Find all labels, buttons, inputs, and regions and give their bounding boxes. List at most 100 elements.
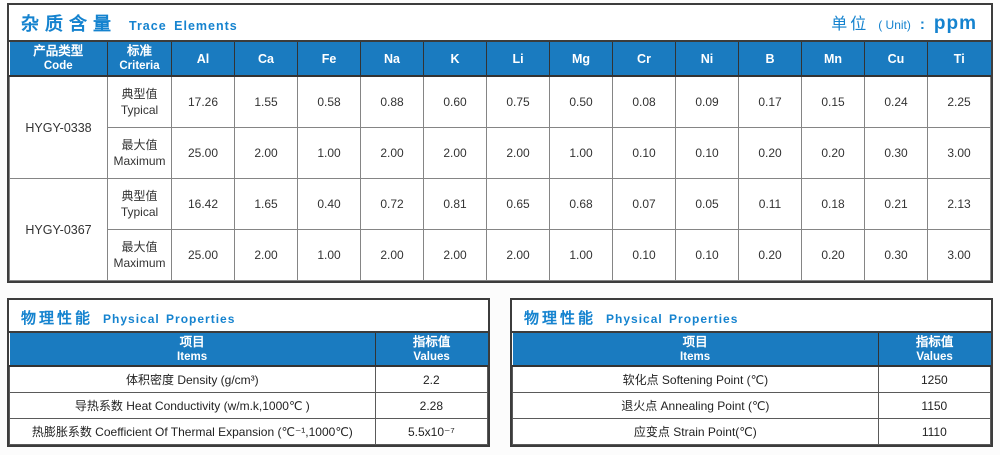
item-cell: 体积密度 Density (g/cm³) [9,365,376,393]
table-row-0338-typical: HYGY-0338 典型值 Typical 17.26 1.55 0.58 0.… [9,75,991,179]
value-cell: 3.00 [927,127,991,179]
col-header-element-k: K [423,42,487,77]
criteria-zh: 最大值 [121,239,158,254]
value-cell: 0.17 [738,75,802,128]
value-cell: 2.13 [927,178,991,230]
value-cell: 1.55 [234,75,298,128]
value-cell: 0.08 [612,75,676,128]
criteria-zh: 最大值 [121,137,158,152]
value-cell: 0.72 [360,178,424,230]
col-header-element-al: Al [171,42,235,77]
trace-title-zh: 杂质含量 [21,13,117,34]
value-cell: 0.20 [738,127,802,179]
col-header-element-fe: Fe [297,42,361,77]
criteria-cell: 最大值 Maximum [107,127,172,179]
col-header-items: 项目 Items [9,333,376,367]
value-cell: 1250 [877,365,992,393]
value-cell: 0.24 [864,75,928,128]
value-cell: 2.00 [234,229,298,281]
value-cell: 0.10 [612,229,676,281]
value-cell: 1110 [877,418,992,445]
value-cell: 17.26 [171,75,235,128]
value-cell: 16.42 [171,178,235,230]
col-header-items-zh: 项目 [179,334,205,349]
unit-label-zh: 单位 [831,16,870,33]
col-header-values: 指标值 Values [374,333,488,367]
table-row-annealing-point: 退火点 Annealing Point (℃) 1150 [512,392,992,419]
criteria-zh: 典型值 [121,86,158,101]
criteria-en: Maximum [113,256,166,270]
table-row-heat-conductivity: 导热系数 Heat Conductivity (w/m.k,1000℃ ) 2.… [9,392,489,419]
value-cell: 1.00 [549,229,613,281]
value-cell: 0.10 [675,127,739,179]
col-header-element-cu: Cu [864,42,928,77]
col-header-element-ni: Ni [675,42,739,77]
value-cell: 1.00 [549,127,613,179]
physical-title-en: Physical Properties [606,312,739,326]
col-header-element-b: B [738,42,802,77]
criteria-cell: 典型值 Typical [107,178,172,230]
value-cell: 25.00 [171,127,235,179]
col-header-criteria: 标准 Criteria [107,42,172,77]
unit-indicator: 单位 ( Unit) : ppm [831,10,977,35]
col-header-element-cr: Cr [612,42,676,77]
product-code-cell: HYGY-0338 [9,75,108,179]
physical-properties-section-left: 物理性能 Physical Properties 项目 Items 指标值 Va… [7,298,490,447]
col-header-code: 产品类型 Code [9,42,108,77]
value-cell: 0.68 [549,178,613,230]
table-row-0367-maximum: 最大值 Maximum 25.00 2.00 1.00 2.00 2.00 2.… [10,229,991,281]
physical-properties-table-left: 项目 Items 指标值 Values 体积密度 Density (g/cm³)… [9,333,489,445]
value-cell: 0.88 [360,75,424,128]
physical-header-row: 项目 Items 指标值 Values [9,333,488,367]
value-cell: 2.00 [423,229,487,281]
item-cell: 软化点 Softening Point (℃) [512,365,879,393]
trace-header-row: 产品类型 Code 标准 Criteria Al Ca Fe Na K Li M… [9,42,991,77]
value-cell: 0.50 [549,75,613,128]
value-cell: 0.10 [675,229,739,281]
col-header-values-en: Values [916,350,953,363]
product-code-cell: HYGY-0367 [9,178,108,281]
criteria-zh: 典型值 [121,188,158,203]
value-cell: 0.65 [486,178,550,230]
value-cell: 2.00 [360,229,424,281]
item-cell: 热膨胀系数 Coefficient Of Thermal Expansion (… [9,418,376,445]
page: { "trace": { "title_zh": "杂质含量", "title_… [0,3,1000,455]
value-cell: 0.09 [675,75,739,128]
value-cell: 0.15 [801,75,865,128]
col-header-criteria-zh: 标准 [126,44,152,59]
value-cell: 0.20 [801,229,865,281]
value-cell: 0.75 [486,75,550,128]
trace-elements-table: 产品类型 Code 标准 Criteria Al Ca Fe Na K Li M… [9,42,991,281]
physical-properties-table-right: 项目 Items 指标值 Values 软化点 Softening Point … [512,333,992,445]
unit-label-en: ( Unit) [878,18,911,32]
value-cell: 0.30 [864,229,928,281]
physical-title-bar-right: 物理性能 Physical Properties [512,300,991,333]
trace-elements-section: 杂质含量 Trace Elements 单位 ( Unit) : ppm 产品类… [7,3,993,283]
physical-title-bar-left: 物理性能 Physical Properties [9,300,488,333]
col-header-element-ti: Ti [927,42,991,77]
value-cell: 1.00 [297,229,361,281]
value-cell: 2.00 [486,127,550,179]
value-cell: 0.05 [675,178,739,230]
value-cell: 1150 [877,392,992,419]
table-row-density: 体积密度 Density (g/cm³) 2.2 [9,365,489,393]
col-header-values-zh: 指标值 [412,334,451,349]
value-cell: 2.00 [234,127,298,179]
value-cell: 0.21 [864,178,928,230]
value-cell: 2.28 [374,392,489,419]
value-cell: 1.00 [297,127,361,179]
col-header-element-ca: Ca [234,42,298,77]
table-row-softening-point: 软化点 Softening Point (℃) 1250 [512,365,992,393]
value-cell: 2.25 [927,75,991,128]
col-header-values-zh: 指标值 [915,334,954,349]
value-cell: 0.40 [297,178,361,230]
col-header-values-en: Values [413,350,450,363]
col-header-code-zh: 产品类型 [33,44,84,59]
value-cell: 0.20 [801,127,865,179]
value-cell: 0.58 [297,75,361,128]
physical-properties-row: 物理性能 Physical Properties 项目 Items 指标值 Va… [7,298,993,447]
value-cell: 1.65 [234,178,298,230]
table-row-0338-maximum: 最大值 Maximum 25.00 2.00 1.00 2.00 2.00 2.… [10,127,991,179]
value-cell: 3.00 [927,229,991,281]
value-cell: 0.81 [423,178,487,230]
